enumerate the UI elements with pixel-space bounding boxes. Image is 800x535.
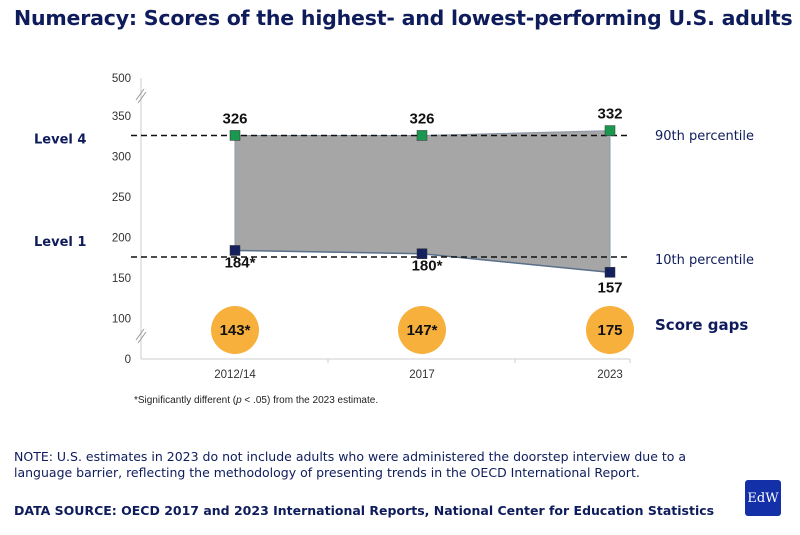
data-point-marker	[416, 248, 428, 259]
footnote-p: p	[236, 395, 242, 406]
y-tick-label: 100	[112, 314, 131, 326]
data-label: 332	[597, 106, 622, 123]
y-tick-label: 300	[112, 152, 131, 164]
axis-break-icon	[135, 328, 145, 341]
score-gap-circle	[211, 306, 259, 354]
score-gap-label: 175	[597, 322, 622, 339]
footnote-text-end: < .05) from the 2023 estimate.	[241, 395, 379, 406]
data-label: 184*	[225, 254, 256, 271]
score-gaps-label: Score gaps	[655, 316, 748, 334]
score-gap-circle	[398, 306, 446, 354]
footnote-text: *Significantly different (	[134, 395, 237, 406]
data-point-marker	[229, 245, 241, 256]
data-point-marker	[416, 130, 428, 141]
x-tick-label: 2017	[409, 369, 435, 381]
footnote: *Significantly different (p < .05) from …	[134, 395, 378, 406]
y-tick-label: 150	[112, 273, 131, 285]
score-gap-label: 143*	[220, 322, 251, 339]
data-label: 157	[597, 279, 622, 296]
series-label: 10th percentile	[655, 253, 754, 268]
score-gap-circle	[586, 306, 634, 354]
x-tick-label: 2023	[597, 369, 623, 381]
y-tick-label: 500	[112, 73, 131, 85]
data-point-marker	[229, 130, 241, 141]
chart-title: Numeracy: Scores of the highest- and low…	[14, 6, 793, 30]
score-gap-label: 147*	[407, 322, 438, 339]
y-tick-label: 350	[112, 111, 131, 123]
reference-line-label: Level 1	[34, 235, 86, 250]
data-label: 326	[222, 110, 247, 127]
data-point-marker	[604, 267, 616, 278]
chart: 500 350 300 250 200 150 100 0 Level 4 Level 1 326 3…	[34, 73, 754, 381]
series-label: 90th percentile	[655, 129, 754, 144]
data-label: 180*	[412, 258, 443, 275]
axis-break-icon	[135, 88, 145, 101]
y-tick-label: 200	[112, 233, 131, 245]
y-tick-label: 0	[125, 354, 131, 366]
y-tick-label: 250	[112, 192, 131, 204]
axis-break-icon	[137, 91, 147, 104]
note: NOTE: U.S. estimates in 2023 do not incl…	[14, 449, 687, 480]
x-tick-label: 2012/14	[214, 369, 256, 381]
data-label: 326	[409, 110, 434, 127]
axis-break-icon	[137, 331, 147, 344]
data-point-marker	[604, 125, 616, 136]
reference-line-label: Level 4	[34, 132, 86, 147]
data-source: DATA SOURCE: OECD 2017 and 2023 Internat…	[14, 503, 715, 518]
edweek-logo: EdW	[745, 480, 781, 516]
